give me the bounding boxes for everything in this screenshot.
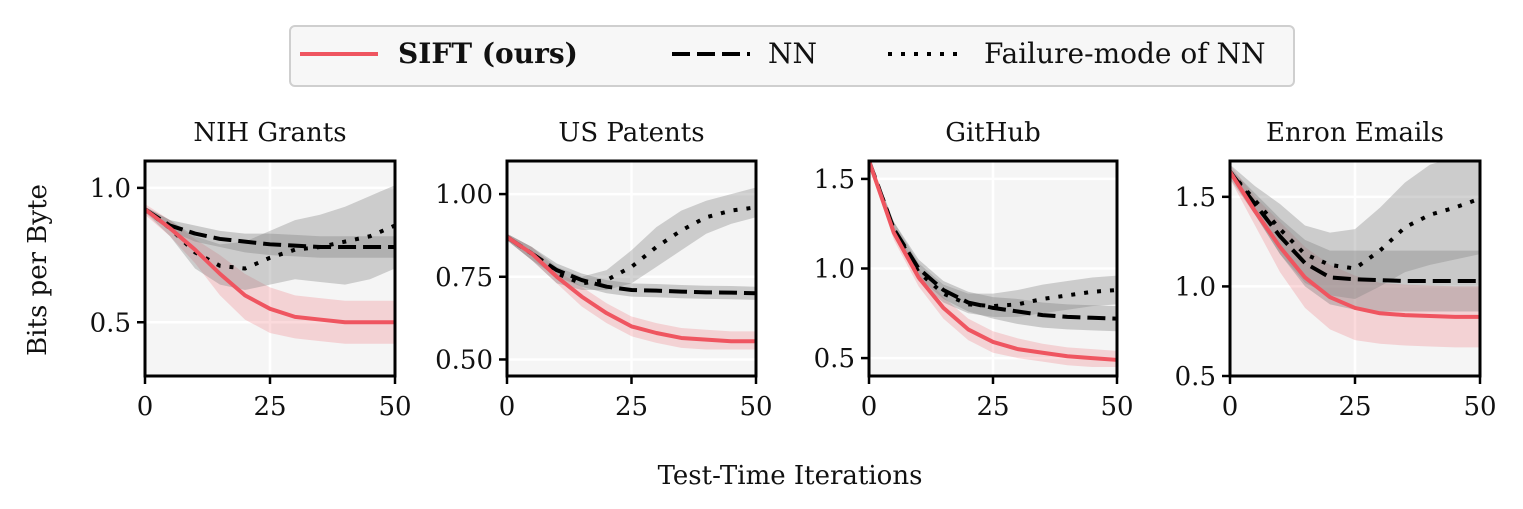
panel-github: 0 25 50 0.5 1.0 1.5 GitHub (814, 118, 1134, 422)
band-nn (869, 161, 1117, 332)
y-axis-label: Bits per Byte (23, 184, 53, 356)
plot-content (145, 185, 395, 344)
plot-content (869, 161, 1117, 368)
series-line-failure-mode-of-nn (869, 161, 1117, 309)
series-line-nn (507, 235, 756, 296)
x-tick-label: 50 (1100, 392, 1133, 422)
x-tick-label: 50 (378, 392, 411, 422)
x-tick-label: 25 (976, 392, 1009, 422)
y-tick-label: 1.5 (1175, 183, 1216, 213)
y-tick-label: 0.50 (435, 345, 493, 375)
x-axis-label: Test-Time Iterations (658, 461, 923, 491)
y-tick-label: 1.0 (814, 255, 855, 285)
y-tick-label: 1.0 (1175, 272, 1216, 302)
x-tick-label: 0 (137, 392, 154, 422)
x-tick-label: 0 (499, 392, 516, 422)
y-tick-label: 0.5 (1175, 362, 1216, 392)
y-tick-label: 0.5 (90, 308, 131, 338)
x-tick-label: 0 (1222, 392, 1239, 422)
x-tick-label: 0 (861, 392, 878, 422)
band-sift-ours (1230, 164, 1480, 348)
band-failure-mode-of-nn (507, 187, 756, 290)
panel-title: US Patents (558, 118, 704, 148)
legend-label-sift: SIFT (ours) (398, 37, 578, 70)
y-tick-label: 0.5 (814, 344, 855, 374)
band-sift-ours (145, 204, 395, 344)
plot-content (507, 187, 756, 350)
series-line-nn (869, 161, 1117, 321)
band-nn (1230, 168, 1480, 312)
series-line-sift-ours (1230, 170, 1480, 319)
x-tick-label: 25 (615, 392, 648, 422)
series-line-sift-ours (145, 207, 395, 325)
panel-title: GitHub (945, 118, 1041, 148)
x-tick-label: 50 (739, 392, 772, 422)
series-line-sift-ours (507, 235, 756, 344)
x-tick-label: 25 (253, 392, 286, 422)
series-line-nn (145, 207, 395, 249)
panel-title: Enron Emails (1266, 118, 1444, 148)
legend-label-nn: NN (768, 37, 817, 70)
y-tick-label: 1.5 (814, 165, 855, 195)
y-tick-label: 0.75 (435, 263, 493, 293)
series-line-sift-ours (869, 161, 1117, 362)
x-tick-label: 25 (1338, 392, 1371, 422)
legend: SIFT (ours) NN Failure-mode of NN (289, 25, 1295, 87)
panel-enron-emails: 0 25 50 0.5 1.0 1.5 Enron Emails (1175, 118, 1497, 422)
x-tick-label: 50 (1463, 392, 1496, 422)
panel-nih-grants: 0 25 50 0.5 1.0 NIH Grants (90, 118, 412, 422)
y-tick-label: 1.00 (435, 180, 493, 210)
series-line-nn (1230, 170, 1480, 284)
panel-us-patents: 0 25 50 0.50 0.75 1.00 US Patents (435, 118, 772, 422)
legend-frame (289, 25, 1295, 87)
panel-title: NIH Grants (193, 118, 346, 148)
plot-content (1230, 161, 1480, 348)
y-tick-label: 1.0 (90, 174, 131, 204)
legend-label-failure: Failure-mode of NN (984, 37, 1266, 70)
